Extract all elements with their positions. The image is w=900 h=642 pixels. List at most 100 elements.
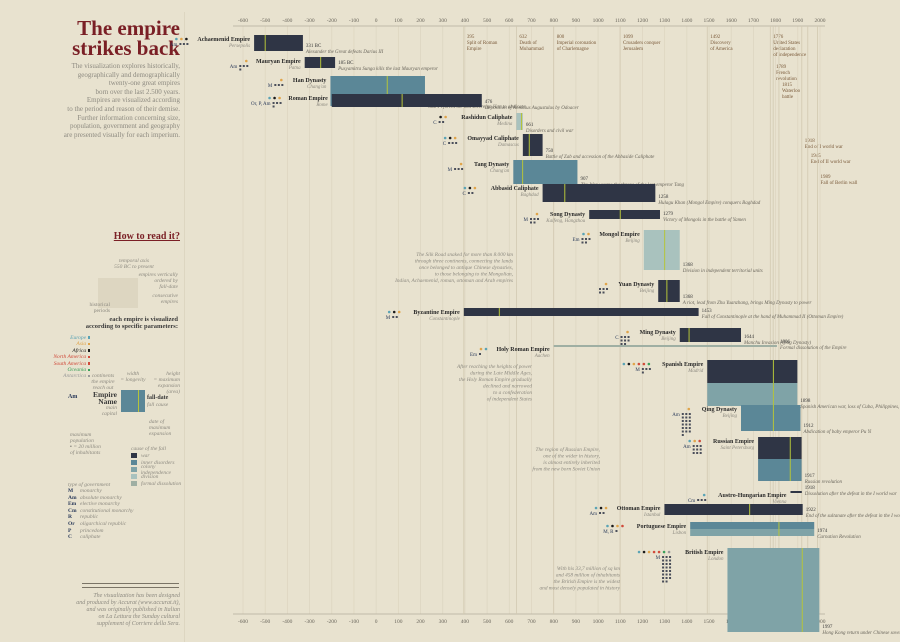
gov-code: C <box>463 192 467 197</box>
empire-capital: Vienna <box>773 500 787 505</box>
empire-bar <box>658 280 680 302</box>
continent-dot-icon <box>587 232 590 236</box>
gov-code: Em <box>573 238 580 243</box>
continent-dot-icon <box>594 506 598 510</box>
empire-name: Rashidun Caliphate <box>461 115 513 121</box>
population-square <box>395 316 398 318</box>
continent-dot-icon <box>185 37 188 41</box>
population-square <box>392 316 395 318</box>
population-square <box>581 238 584 240</box>
tick-label-bottom: 1000 <box>593 619 604 625</box>
population-square <box>645 368 648 370</box>
empire-bar <box>553 345 777 347</box>
fall-text: Formal dissolution of the Empire <box>779 346 847 351</box>
population-square <box>537 218 539 220</box>
continent-dot-icon <box>444 115 447 119</box>
population-square <box>662 577 665 579</box>
gov-label: oligarchical republic <box>80 520 127 527</box>
height-label: height = maximum expansion (area) <box>148 371 180 395</box>
gov-code: Or <box>68 520 75 527</box>
continent-legend-item: Africa <box>45 348 90 354</box>
empire-name: Austro-Hungarian Empire <box>718 493 787 499</box>
population-square <box>620 336 623 338</box>
population-square <box>688 427 691 429</box>
population-square <box>662 556 665 558</box>
population-square <box>281 84 284 86</box>
gov-code: R <box>68 514 72 521</box>
population-square <box>697 499 700 501</box>
population-square <box>455 142 458 144</box>
continent-dot-icon <box>647 550 651 554</box>
population-square <box>669 559 672 562</box>
empire-name: Achaemenid Empire <box>197 37 250 43</box>
population-square <box>454 168 457 170</box>
text-line: and was originally published in Italian <box>86 607 180 613</box>
continent-dot-icon <box>387 310 391 314</box>
continent-label: South America <box>53 360 87 367</box>
empire-bar <box>664 504 803 515</box>
empire-bar <box>679 328 741 342</box>
continent-dot-icon <box>484 347 488 351</box>
population-square <box>665 573 668 576</box>
empire-capital: Beijing <box>723 414 738 419</box>
continent-legend-item: North America <box>45 354 90 360</box>
tick-label-top: 100 <box>394 18 403 24</box>
event-text: revolution <box>776 77 797 82</box>
continent-dot-icon <box>604 506 608 510</box>
population-square <box>699 452 702 454</box>
continent-dot-icon <box>687 407 691 411</box>
population-square <box>277 84 280 86</box>
cause-label: formal dissolution <box>141 480 182 487</box>
continent-dot-icon <box>647 362 651 366</box>
gov-code: P <box>68 527 72 534</box>
continent-dot-icon <box>604 282 608 286</box>
text-line: ordered by <box>154 278 178 284</box>
empire-bar <box>758 459 802 481</box>
annotation-line: The region of Russian Empire, <box>536 446 601 453</box>
empire-bar <box>643 230 680 270</box>
continent-dot-icon <box>468 186 472 190</box>
continent-dot-icon <box>87 355 90 359</box>
empire-capital: Rome <box>315 103 328 108</box>
gov-code: C <box>615 336 619 341</box>
empire-bar <box>690 522 815 529</box>
tick-label-top: -500 <box>260 18 270 24</box>
fall-year: 1258 <box>658 195 669 200</box>
text-line: expansion <box>157 383 180 389</box>
fall-year: 1912 <box>803 424 814 429</box>
empire-capital: Beijing <box>640 289 655 294</box>
fall-year: 907 <box>580 177 588 182</box>
empire-bar <box>522 134 543 156</box>
population-square <box>669 556 672 558</box>
continent-dot-icon <box>87 374 90 378</box>
text-line: 550 BC to present <box>114 264 154 270</box>
continent-dot-icon <box>87 368 90 372</box>
annotation-line: to a confederation <box>493 389 532 396</box>
empire-capital: Constantinople <box>429 317 460 322</box>
empire-name: Roman Empire <box>288 96 328 102</box>
empire-bar <box>331 94 482 107</box>
event-text: battle <box>782 95 794 100</box>
axis-top: -600 -500 -400 -300 -200 -100 0 100 200 300 400 500… <box>233 18 826 27</box>
text-line: maximum <box>149 425 171 431</box>
event-text: Discovery <box>710 41 731 46</box>
cause-swatch <box>131 467 137 472</box>
empire-bar <box>727 548 820 632</box>
annotation-line: Indian, Achaemenid, roman, ottoman and A… <box>394 278 513 284</box>
population-square <box>681 430 684 433</box>
population-square <box>457 168 460 170</box>
tick-label-top: 1400 <box>681 18 692 24</box>
annotation: After reaching the heights of powerdurin… <box>456 363 533 403</box>
text-line: are presented visually for each imperium… <box>63 130 180 139</box>
gov-code: Am <box>230 65 238 70</box>
text-line: main <box>106 405 117 411</box>
tick-label-top: 1900 <box>792 18 803 24</box>
